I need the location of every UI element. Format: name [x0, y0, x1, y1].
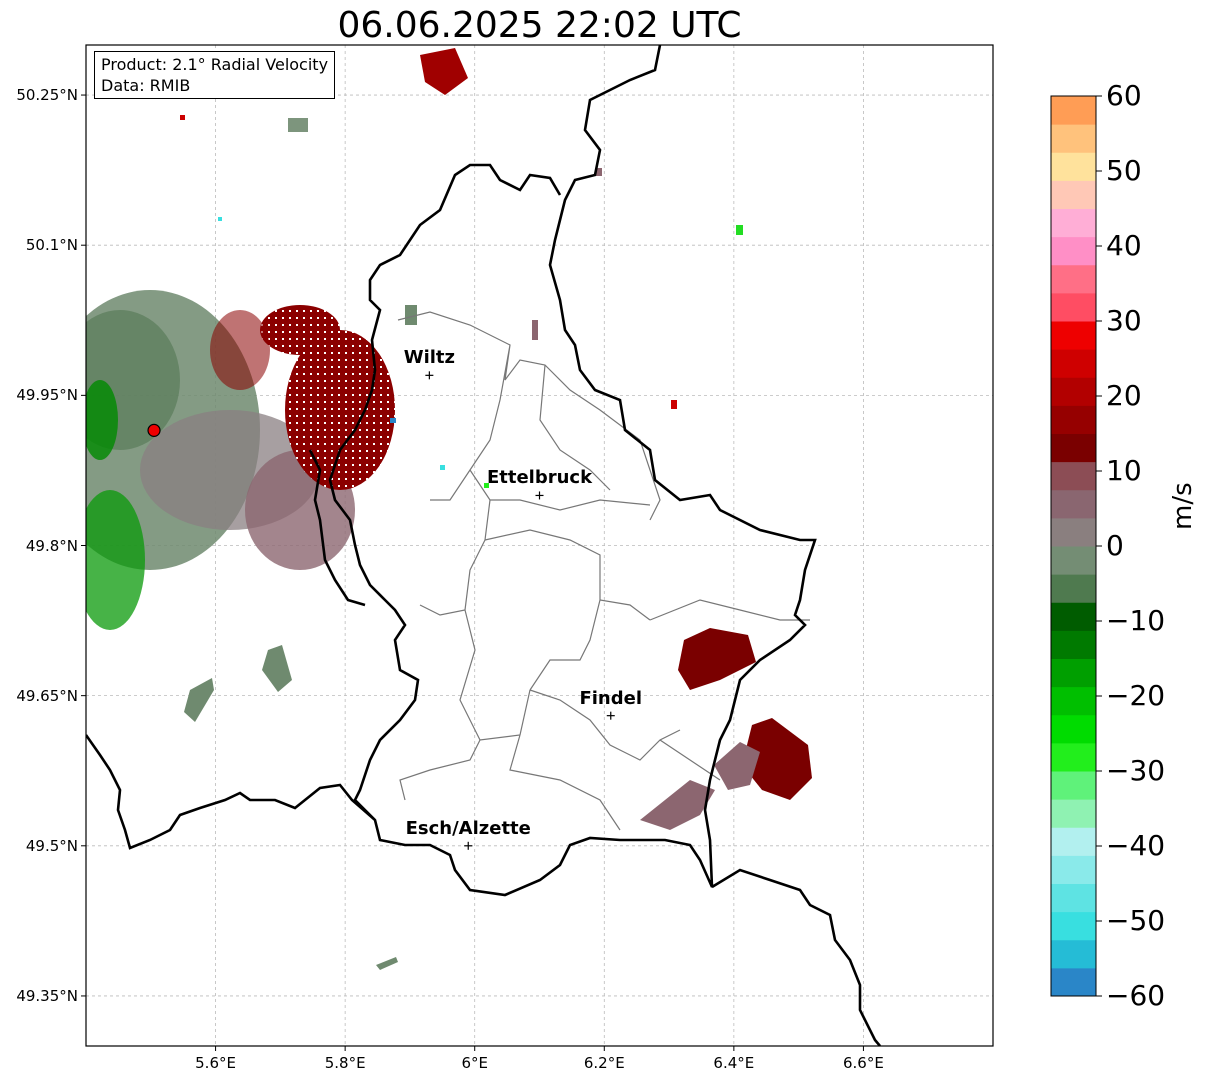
colorbar-segment: [1051, 911, 1096, 941]
colorbar-segment: [1051, 939, 1096, 969]
city-label: Ettelbruck: [486, 467, 593, 489]
city-label: Findel: [579, 687, 643, 709]
colorbar-segment: [1051, 321, 1096, 350]
colorbar-tick-label: 60: [1106, 79, 1142, 112]
echo-storm-west: [285, 330, 395, 490]
colorbar-tick-label: 30: [1106, 304, 1142, 337]
colorbar-segment: [1051, 742, 1096, 772]
y-tick-label: 49.35°N: [16, 986, 78, 1005]
x-tick-label: 6.6°E: [843, 1054, 884, 1072]
luxembourg-border: [86, 45, 881, 1046]
colorbar-tick-label: −40: [1106, 829, 1166, 862]
colorbar-segment: [1051, 546, 1096, 575]
y-tick-label: 49.5°N: [25, 836, 78, 855]
city-label: Esch/Alzette: [405, 817, 531, 839]
colorbar-segment: [1051, 602, 1096, 631]
echo-east-2: [742, 718, 812, 800]
colorbar-segment: [1051, 967, 1096, 997]
canton-boundaries: [397, 311, 810, 831]
colorbar-tick-label: −50: [1106, 904, 1166, 937]
y-tick-marks: [81, 94, 86, 997]
colorbar-segment: [1051, 180, 1096, 209]
colorbar-segment: [1051, 855, 1096, 884]
colorbar-segment: [1051, 686, 1096, 716]
colorbar-segment: [1051, 883, 1096, 913]
product-label: Product: 2.1° Radial Velocity: [101, 55, 329, 74]
map-title: 06.06.2025 22:02 UTC: [337, 5, 742, 46]
colorbar-segment: [1051, 124, 1096, 153]
colorbar-segment: [1051, 433, 1096, 463]
colorbar-segment: [1051, 152, 1096, 181]
x-tick-label: 6.4°E: [713, 1054, 755, 1072]
colorbar-segment: [1051, 96, 1096, 125]
colorbar-tick-label: 20: [1106, 379, 1142, 412]
colorbar-tick-label: −60: [1106, 979, 1166, 1012]
colorbar-segment: [1051, 714, 1096, 744]
colorbar-segment: [1051, 517, 1096, 547]
colorbar-segment: [1051, 630, 1096, 659]
colorbar-segment: [1051, 658, 1096, 688]
colorbar-tick-marks: [1096, 95, 1102, 997]
colorbar-segment: [1051, 264, 1096, 294]
colorbar-tick-label: −30: [1106, 754, 1166, 787]
colorbar-segment: [1051, 827, 1096, 856]
y-tick-label: 50.25°N: [16, 86, 78, 105]
radar-echoes: [86, 48, 812, 970]
colorbar-segment: [1051, 208, 1096, 238]
product-info-box: Product: 2.1° Radial Velocity Data: RMIB: [94, 51, 336, 99]
colorbar-tick-label: 0: [1106, 529, 1124, 562]
colorbar-segment: [1051, 489, 1096, 519]
x-tick-label: 6°E: [461, 1054, 488, 1072]
colorbar-segment: [1051, 574, 1096, 603]
colorbar-tick-label: −20: [1106, 679, 1166, 712]
colorbar-tick-label: −10: [1106, 604, 1166, 637]
colorbar-segment: [1051, 405, 1096, 434]
echo-north: [420, 48, 468, 95]
colorbar-unit-label: m/s: [1168, 482, 1198, 530]
colorbar-segment: [1051, 236, 1096, 266]
colorbar-segment: [1051, 377, 1096, 406]
radar-site-marker: [147, 423, 161, 437]
y-tick-label: 49.95°N: [16, 386, 78, 405]
data-source-label: Data: RMIB: [101, 76, 191, 95]
borders: [86, 45, 881, 1046]
colorbar-tick-label: 50: [1106, 154, 1142, 187]
colorbar-segment: [1051, 771, 1096, 800]
colorbar: [1051, 96, 1096, 997]
x-tick-label: 5.8°E: [324, 1054, 366, 1072]
colorbar-segment: [1051, 349, 1096, 378]
x-tick-marks: [215, 1046, 864, 1051]
echo-east-1: [678, 628, 756, 690]
y-tick-label: 50.1°N: [25, 236, 78, 255]
city-markers: [425, 371, 615, 850]
colorbar-segment: [1051, 799, 1096, 828]
colorbar-tick-label: 10: [1106, 454, 1142, 487]
x-tick-label: 5.6°E: [195, 1054, 236, 1072]
y-tick-label: 49.8°N: [25, 536, 78, 555]
colorbar-tick-label: 40: [1106, 229, 1142, 262]
colorbar-segment: [1051, 461, 1096, 491]
x-tick-label: 6.2°E: [583, 1054, 625, 1072]
colorbar-segment: [1051, 292, 1096, 322]
city-label: Wiltz: [403, 347, 455, 369]
y-tick-label: 49.65°N: [16, 686, 78, 705]
